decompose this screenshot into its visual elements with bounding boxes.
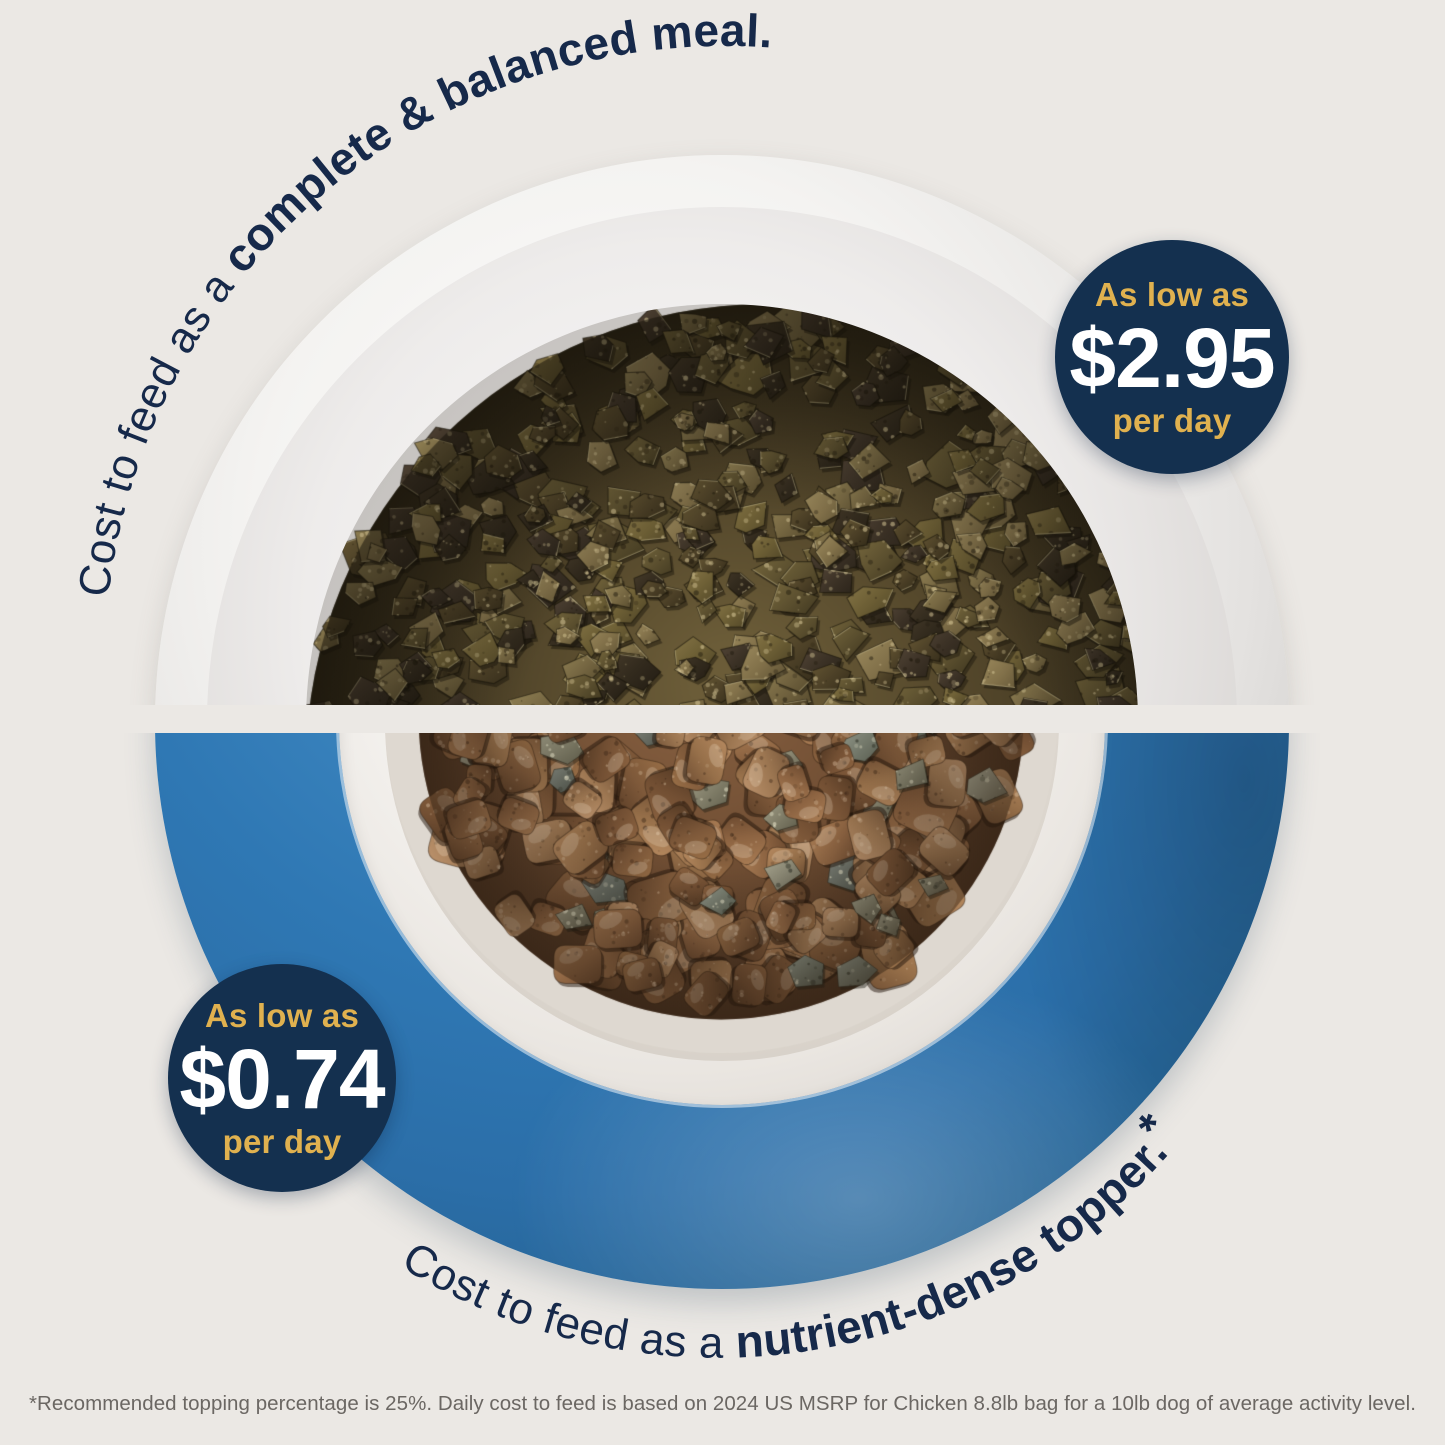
- price-badge-topper[interactable]: As low as $0.74 per day: [168, 964, 396, 1192]
- top-bowl-food-well: [306, 303, 1138, 705]
- badge-eyebrow: As low as: [1094, 275, 1250, 313]
- kibble-with-topper-food: [384, 733, 1057, 1054]
- bottom-bowl-food-well: [384, 733, 1060, 1061]
- bottom-bowl-inner-lip: [338, 733, 1106, 1106]
- badge-suffix: per day: [222, 1122, 342, 1160]
- badge-price: $0.74: [179, 1031, 385, 1126]
- freeze-dried-raw-food: [306, 303, 1138, 705]
- footnote-disclaimer: *Recommended topping percentage is 25%. …: [29, 1392, 1416, 1415]
- badge-price: $2.95: [1069, 310, 1275, 405]
- price-badge-complete-meal[interactable]: As low as $2.95 per day: [1055, 240, 1289, 474]
- badge-eyebrow: As low as: [204, 996, 360, 1034]
- badge-suffix: per day: [1112, 401, 1232, 439]
